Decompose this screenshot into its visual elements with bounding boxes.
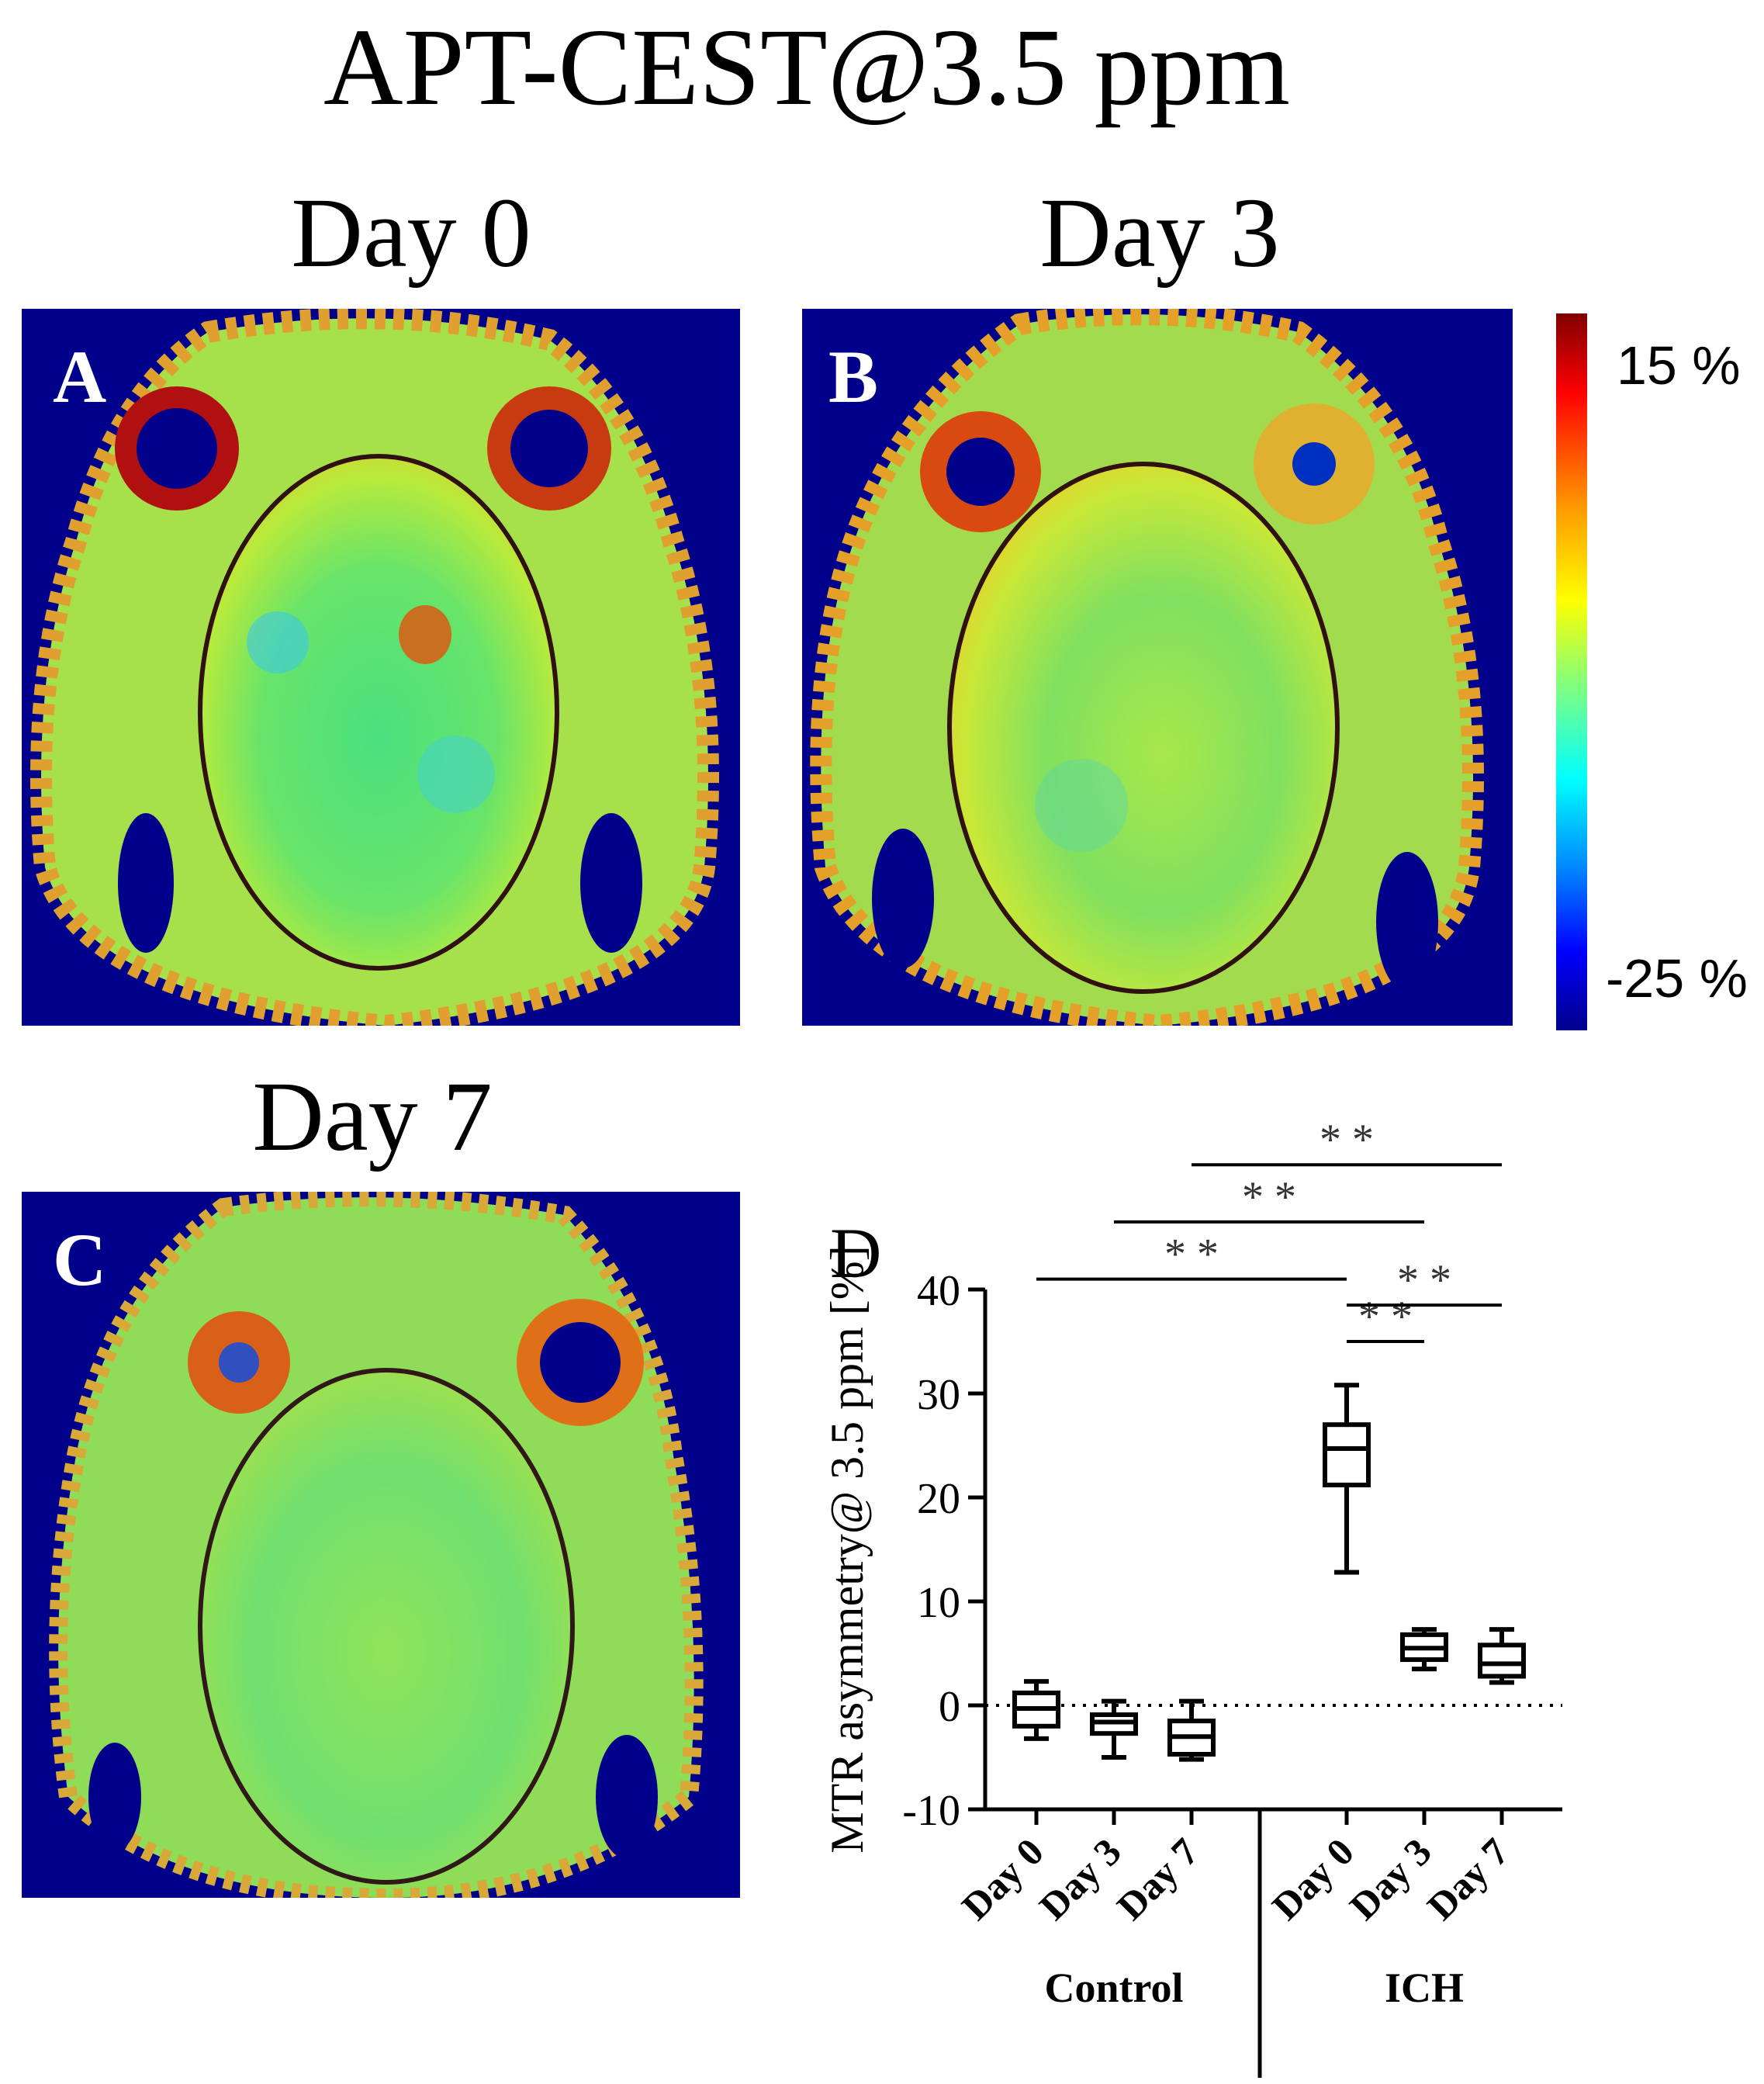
panel-c-day-label: Day 7 bbox=[252, 1061, 493, 1172]
significance-label: * * bbox=[1320, 1116, 1374, 1164]
panel-d-letter: D bbox=[830, 1213, 881, 1293]
panel-a-letter: A bbox=[53, 335, 107, 418]
colorbar-max-label: 15 % bbox=[1617, 335, 1741, 396]
significance-label: * * bbox=[1242, 1173, 1296, 1221]
significance-label: * * bbox=[1164, 1231, 1219, 1279]
significance-label: * * bbox=[1358, 1293, 1413, 1341]
box-iqr bbox=[1323, 1422, 1371, 1487]
panel-a-day-label: Day 0 bbox=[291, 178, 531, 288]
y-tick-label: 10 bbox=[917, 1579, 960, 1627]
box-plot-chart: D 40 30 20 10 0 -10 MTR asymmetry@ 3.5 ppm [%] D… bbox=[821, 1116, 1562, 2078]
panel-a-brain-map-image bbox=[30, 309, 719, 1026]
y-tick-label: 0 bbox=[939, 1683, 960, 1731]
x-category-label: Day 3 bbox=[1031, 1830, 1129, 1928]
panel-c-brain-map-image bbox=[49, 1192, 704, 1898]
x-category-label: Day 7 bbox=[1109, 1830, 1207, 1928]
panel-b-day-label: Day 3 bbox=[1039, 178, 1280, 288]
group-label-control: Control bbox=[1044, 1965, 1183, 2011]
box-iqr bbox=[1478, 1643, 1526, 1679]
y-tick-label: -10 bbox=[902, 1787, 960, 1835]
colorbar bbox=[1556, 313, 1587, 1030]
x-category-label: Day 0 bbox=[1264, 1830, 1362, 1928]
panel-b-letter: B bbox=[828, 335, 879, 418]
figure-title: APT-CEST@3.5 ppm bbox=[323, 5, 1290, 128]
panel-b-brain-map-image bbox=[810, 309, 1484, 1026]
y-axis-title: MTR asymmetry@ 3.5 ppm [%] bbox=[821, 1245, 873, 1854]
y-tick-label: 40 bbox=[917, 1267, 960, 1315]
panel-b-cest-map: B bbox=[802, 309, 1513, 1026]
y-tick-label: 20 bbox=[917, 1475, 960, 1523]
panel-c-letter: C bbox=[53, 1218, 107, 1301]
panel-a-cest-map: A bbox=[22, 309, 740, 1026]
y-tick-label: 30 bbox=[917, 1371, 960, 1419]
significance-label: * * bbox=[1397, 1256, 1451, 1304]
x-category-label: Day 7 bbox=[1419, 1830, 1517, 1928]
group-label-ich: ICH bbox=[1385, 1965, 1464, 2011]
panel-c-cest-map: C bbox=[22, 1192, 740, 1898]
colorbar-min-label: -25 % bbox=[1606, 948, 1748, 1009]
x-category-label: Day 3 bbox=[1341, 1830, 1440, 1928]
x-category-label: Day 0 bbox=[953, 1830, 1052, 1928]
